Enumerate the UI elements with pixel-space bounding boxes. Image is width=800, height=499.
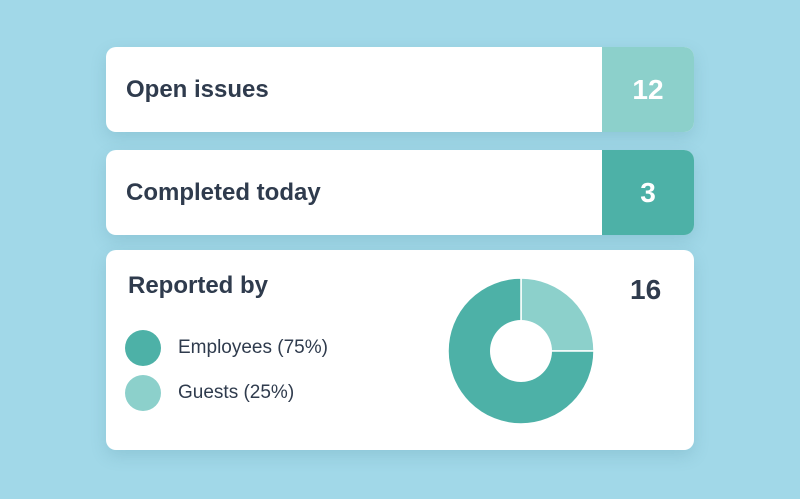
reported-by-donut-chart xyxy=(448,278,594,424)
employees-swatch xyxy=(125,330,161,366)
reported-total-count: 16 xyxy=(630,274,662,305)
donut-slice-employees xyxy=(448,278,594,424)
open-issues-card[interactable]: Open issues 12 xyxy=(106,47,694,132)
completed-today-count: 3 xyxy=(602,150,694,235)
reported-by-title: Reported by xyxy=(128,272,269,299)
reported-by-card[interactable]: Reported by Employees (75%) Guests (25%)… xyxy=(106,250,694,450)
guests-legend-label: Guests (25%) xyxy=(178,382,295,403)
completed-today-card[interactable]: Completed today 3 xyxy=(106,150,694,235)
reported-by-legend: Employees (75%) Guests (25%) xyxy=(125,330,328,420)
employees-legend-label: Employees (75%) xyxy=(178,337,328,358)
open-issues-count: 12 xyxy=(602,47,694,132)
legend-item-guests: Guests (25%) xyxy=(125,375,328,411)
completed-today-label: Completed today xyxy=(126,178,321,206)
legend-item-employees: Employees (75%) xyxy=(125,330,328,366)
guests-swatch xyxy=(125,375,161,411)
open-issues-label: Open issues xyxy=(126,75,269,103)
donut-hole xyxy=(490,320,552,382)
